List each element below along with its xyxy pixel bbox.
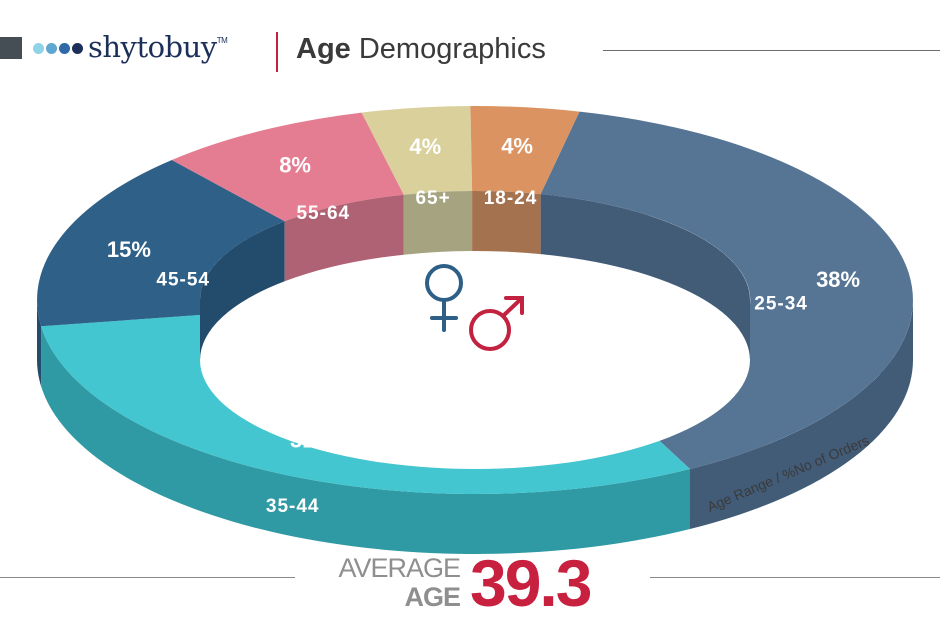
value-label-18-24: 4% (501, 134, 533, 159)
category-label-25-34: 25-34 (754, 293, 808, 314)
value-label-25-34: 38% (816, 267, 860, 292)
category-label-65+: 65+ (415, 188, 450, 209)
header-rule (603, 50, 940, 51)
logo-square (0, 37, 22, 59)
donut-inner-wall-45-54 (200, 221, 285, 360)
title-rest: Demographics (350, 33, 546, 65)
footer-rule-right (650, 577, 940, 578)
brand-trademark: TM (216, 36, 228, 45)
brand-name: shytobuy (88, 30, 217, 64)
category-label-35-44: 35-44 (266, 496, 320, 517)
value-label-55-64: 8% (279, 153, 311, 178)
donut-labels: 38% 25-34 31% 35-44 15%45-54 8% 55-64 4% 65+ 4% 18… (107, 134, 860, 517)
value-label-65+: 4% (409, 134, 441, 159)
donut-inner-wall-25-34 (540, 194, 751, 360)
donut-side-25-34 (690, 300, 913, 529)
male-symbol-icon (469, 296, 524, 351)
donut-inner-wall-55-64 (284, 194, 404, 282)
donut-hole (200, 251, 750, 469)
logo-dot-2 (46, 43, 57, 54)
donut-inner-wall-18-24 (472, 190, 541, 255)
value-label-45-54: 15% (107, 237, 151, 262)
donut-inner-wall-65+ (403, 191, 473, 255)
donut-inner-wall (200, 190, 751, 469)
logo-dot-1 (33, 43, 44, 54)
donut-slice-45-54 (37, 160, 285, 327)
average-age-value: 39.3 (470, 546, 592, 620)
header-divider (276, 32, 278, 72)
page-title: Age Demographics (296, 33, 546, 66)
donut-slice-55-64 (171, 112, 404, 222)
donut-side-walls (37, 300, 913, 554)
header: shytobuyTM Age Demographics (0, 0, 940, 100)
donut-slice-18-24 (470, 105, 580, 195)
category-label-45-54: 45-54 (156, 270, 210, 291)
donut-side-45-54 (37, 300, 42, 387)
donut-side-35-44 (41, 326, 691, 554)
footer-rule-left (0, 577, 295, 578)
age-label: AGE (404, 582, 461, 612)
donut-slice-25-34 (540, 111, 913, 469)
category-label-55-64: 55-64 (296, 203, 350, 224)
average-label: AVERAGE (338, 553, 461, 583)
logo-dot-4 (72, 43, 83, 54)
value-label-35-44: 31% (290, 427, 334, 452)
brand-logo: shytobuyTM (88, 30, 228, 64)
female-symbol-icon (425, 264, 463, 332)
title-bold: Age (296, 33, 351, 65)
logo-dot-3 (59, 43, 70, 54)
donut-slice-65+ (361, 106, 473, 195)
category-label-18-24: 18-24 (484, 188, 538, 209)
gender-female-male-icon (425, 264, 524, 351)
